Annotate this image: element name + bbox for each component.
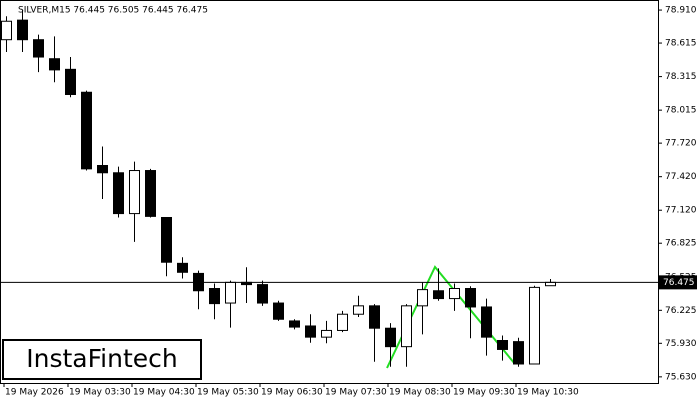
- candle-body: [369, 305, 380, 329]
- y-tick-label: 75.930: [665, 339, 697, 349]
- x-tick-label: 19 May 2026: [5, 388, 64, 398]
- x-tick-label: 19 May 10:30: [517, 388, 579, 398]
- y-tick-label: 78.015: [665, 106, 697, 116]
- candle-body: [129, 170, 140, 215]
- candle-body: [17, 19, 28, 41]
- candle-body: [513, 341, 524, 365]
- candle-body: [305, 325, 316, 338]
- candle-body: [161, 216, 172, 263]
- x-tick-label: 19 May 06:30: [261, 388, 323, 398]
- x-tick-label: 19 May 04:30: [133, 388, 195, 398]
- candle-body: [289, 320, 300, 328]
- x-tick-label: 19 May 07:30: [325, 388, 387, 398]
- x-tick-label: 19 May 03:30: [69, 388, 131, 398]
- y-tick-label: 75.630: [665, 372, 697, 382]
- candle-body: [177, 262, 188, 273]
- candle-body: [113, 172, 124, 215]
- candle-body: [97, 165, 108, 174]
- y-tick-label: 76.825: [665, 239, 697, 249]
- candle-body: [65, 68, 76, 95]
- y-tick-label: 77.120: [665, 206, 697, 216]
- candle-body: [401, 305, 412, 348]
- candle-body: [449, 288, 460, 300]
- x-tick-label: 19 May 05:30: [197, 388, 259, 398]
- candle-body: [273, 302, 284, 320]
- candle-body: [257, 284, 268, 304]
- x-tick-label: 19 May 09:30: [453, 388, 515, 398]
- candle-body: [225, 281, 236, 304]
- candle-body: [33, 39, 44, 58]
- candle-body: [497, 340, 508, 350]
- candle-body: [417, 289, 428, 307]
- candle-body: [385, 327, 396, 348]
- candle-body: [81, 91, 92, 170]
- y-tick-label: 78.315: [665, 72, 697, 82]
- candle-body: [145, 170, 156, 217]
- plot-frame: [0, 0, 659, 384]
- candle-body: [529, 286, 540, 365]
- y-tick-label: 77.420: [665, 172, 697, 182]
- candle-body: [353, 305, 364, 315]
- chart-title: SILVER,M15 76.445 76.505 76.445 76.475: [18, 6, 208, 16]
- last-price-box: [659, 275, 697, 290]
- candle-body: [49, 58, 60, 71]
- y-tick-label: 76.225: [665, 306, 697, 316]
- watermark-box: [2, 339, 202, 380]
- watermark: InstaFintech: [26, 344, 178, 373]
- y-tick-label: 78.910: [665, 6, 697, 16]
- y-tick-label: 78.615: [665, 39, 697, 49]
- candle-body: [321, 329, 332, 338]
- candle-body: [433, 290, 444, 300]
- candle-body: [481, 306, 492, 338]
- x-tick-label: 19 May 08:30: [389, 388, 451, 398]
- y-tick-label: 77.720: [665, 139, 697, 149]
- candle-body: [545, 281, 556, 287]
- candle-body: [337, 313, 348, 331]
- last-price-label: 76.475: [663, 278, 695, 288]
- candle-body: [465, 288, 476, 308]
- candle-body: [209, 288, 220, 305]
- candle-body: [1, 20, 12, 41]
